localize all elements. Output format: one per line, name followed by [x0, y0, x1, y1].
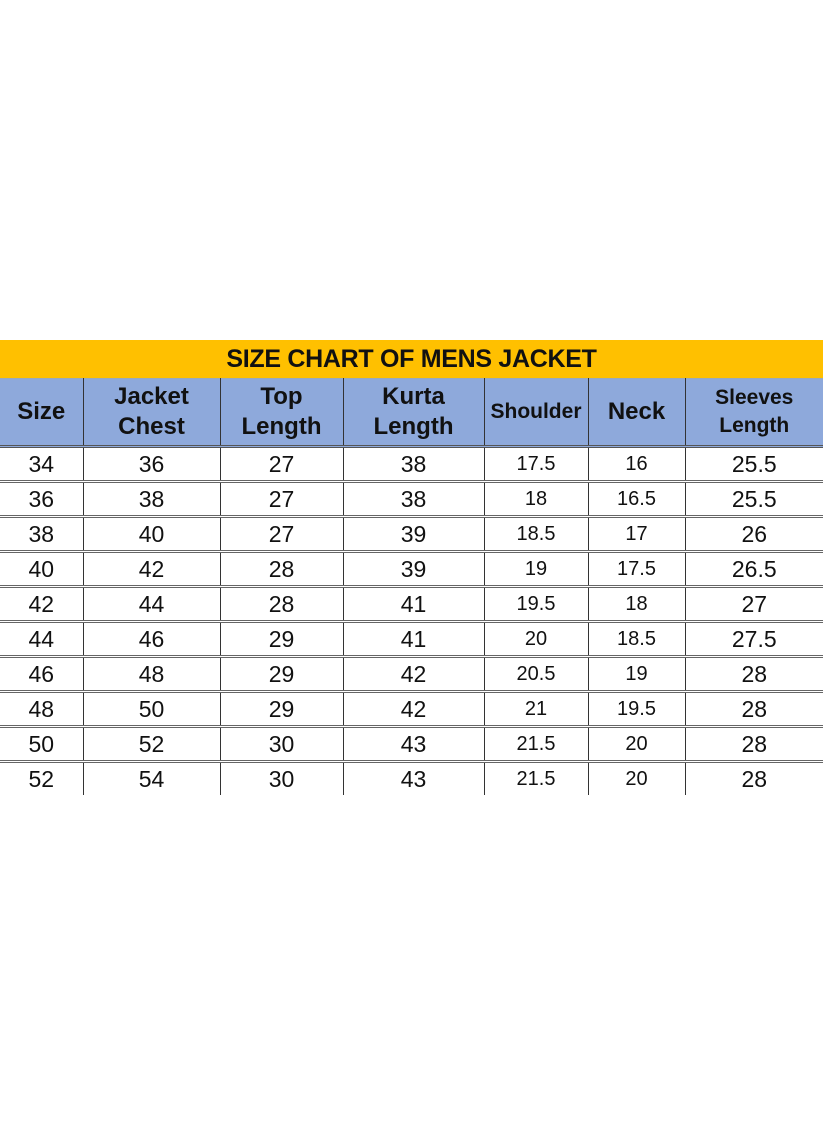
table-cell: 39 [342, 516, 485, 553]
table-cell: 42 [342, 691, 485, 728]
table-row: 38 40 27 39 18.5 17 26 [0, 516, 823, 553]
table-cell: 25.5 [684, 446, 823, 483]
table-cell: 27 [684, 586, 823, 623]
table-row: 50 52 30 43 21.5 20 28 [0, 726, 823, 763]
table-cell: 21.5 [483, 726, 589, 763]
table-cell: 19 [483, 551, 589, 588]
table-cell: 46 [0, 656, 84, 693]
header-row: Size Jacket Chest Top Length Kurta Length Sh… [0, 378, 823, 448]
table-cell: 30 [219, 726, 344, 763]
table-cell: 16 [587, 446, 686, 483]
table-cell: 20.5 [483, 656, 589, 693]
table-cell: 27 [219, 446, 344, 483]
table-cell: 44 [0, 621, 84, 658]
column-header: Sleeves Length [684, 378, 823, 448]
table-row: 48 50 29 42 21 19.5 28 [0, 691, 823, 728]
table-cell: 38 [342, 481, 485, 518]
table-cell: 41 [342, 586, 485, 623]
table-cell: 18.5 [483, 516, 589, 553]
column-header: Kurta Length [342, 378, 485, 448]
table-cell: 43 [342, 726, 485, 763]
table-cell: 20 [483, 621, 589, 658]
table-cell: 48 [82, 656, 221, 693]
table-cell: 17 [587, 516, 686, 553]
table-cell: 21.5 [483, 761, 589, 795]
table-cell: 28 [684, 691, 823, 728]
column-header: Size [0, 378, 84, 448]
table-row: 40 42 28 39 19 17.5 26.5 [0, 551, 823, 588]
table-cell: 28 [219, 551, 344, 588]
table-cell: 27 [219, 481, 344, 518]
table-cell: 18 [587, 586, 686, 623]
table-cell: 17.5 [483, 446, 589, 483]
column-header: Shoulder [483, 378, 589, 448]
table-cell: 29 [219, 691, 344, 728]
table-cell: 28 [684, 761, 823, 795]
table-cell: 17.5 [587, 551, 686, 588]
table-cell: 39 [342, 551, 485, 588]
table-cell: 42 [82, 551, 221, 588]
table-cell: 42 [0, 586, 84, 623]
table-cell: 26 [684, 516, 823, 553]
table-cell: 44 [82, 586, 221, 623]
table-cell: 54 [82, 761, 221, 795]
table-cell: 36 [82, 446, 221, 483]
table-cell: 38 [342, 446, 485, 483]
size-table: Size Jacket Chest Top Length Kurta Length Sh… [0, 378, 823, 795]
table-cell: 26.5 [684, 551, 823, 588]
table-row: 34 36 27 38 17.5 16 25.5 [0, 446, 823, 483]
table-row: 46 48 29 42 20.5 19 28 [0, 656, 823, 693]
table-cell: 30 [219, 761, 344, 795]
table-cell: 16.5 [587, 481, 686, 518]
table-cell: 50 [0, 726, 84, 763]
table-cell: 19.5 [587, 691, 686, 728]
table-cell: 25.5 [684, 481, 823, 518]
table-cell: 40 [0, 551, 84, 588]
table-cell: 52 [82, 726, 221, 763]
table-cell: 34 [0, 446, 84, 483]
column-header: Neck [587, 378, 686, 448]
table-cell: 41 [342, 621, 485, 658]
table-cell: 21 [483, 691, 589, 728]
table-cell: 18.5 [587, 621, 686, 658]
table-cell: 27 [219, 516, 344, 553]
table-row: 42 44 28 41 19.5 18 27 [0, 586, 823, 623]
column-header: Jacket Chest [82, 378, 221, 448]
table-cell: 38 [82, 481, 221, 518]
table-cell: 43 [342, 761, 485, 795]
table-cell: 50 [82, 691, 221, 728]
table-cell: 52 [0, 761, 84, 795]
table-row: 52 54 30 43 21.5 20 28 [0, 761, 823, 795]
table-cell: 42 [342, 656, 485, 693]
table-cell: 19 [587, 656, 686, 693]
table-cell: 27.5 [684, 621, 823, 658]
table-cell: 20 [587, 726, 686, 763]
table-cell: 19.5 [483, 586, 589, 623]
table-cell: 38 [0, 516, 84, 553]
table-cell: 29 [219, 621, 344, 658]
table-cell: 36 [0, 481, 84, 518]
table-cell: 46 [82, 621, 221, 658]
table-cell: 28 [684, 656, 823, 693]
table-cell: 28 [684, 726, 823, 763]
column-header: Top Length [219, 378, 344, 448]
table-row: 36 38 27 38 18 16.5 25.5 [0, 481, 823, 518]
table-cell: 20 [587, 761, 686, 795]
table-row: 44 46 29 41 20 18.5 27.5 [0, 621, 823, 658]
table-cell: 28 [219, 586, 344, 623]
table-cell: 40 [82, 516, 221, 553]
table-cell: 48 [0, 691, 84, 728]
table-cell: 29 [219, 656, 344, 693]
table-cell: 18 [483, 481, 589, 518]
chart-title: SIZE CHART OF MENS JACKET [0, 340, 823, 378]
